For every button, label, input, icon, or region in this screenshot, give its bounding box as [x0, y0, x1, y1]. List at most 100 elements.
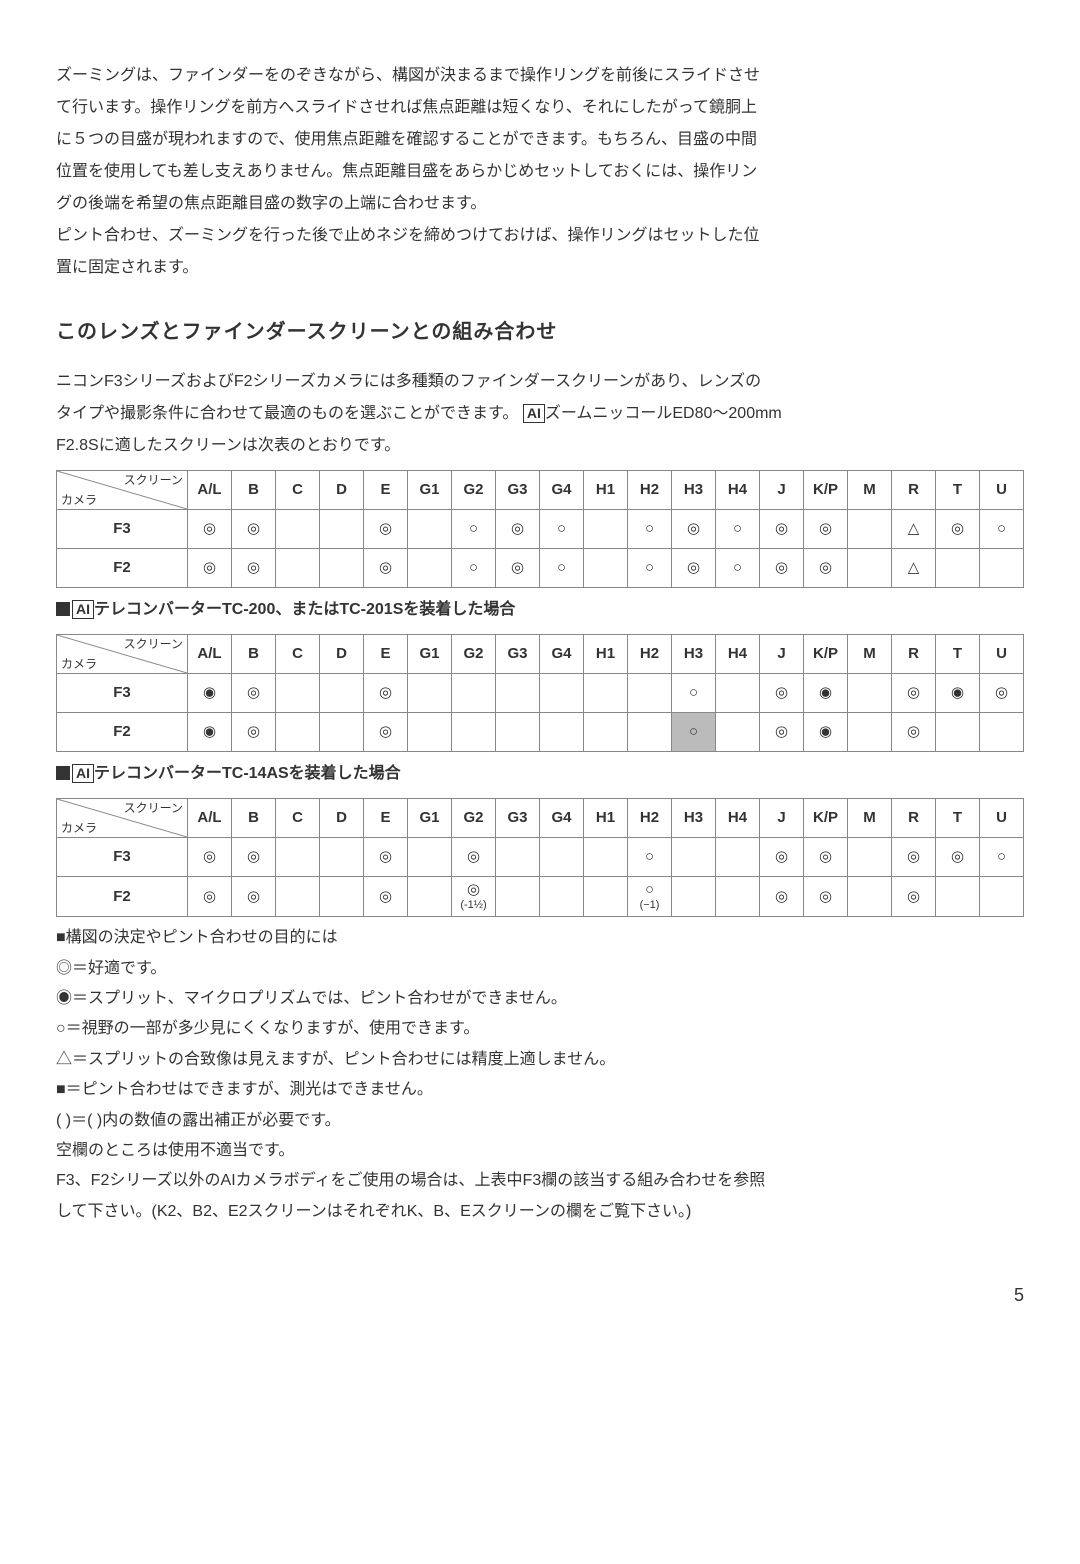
column-header: U: [980, 799, 1024, 838]
paragraph-zooming: ズーミングは、ファインダーをのぞきながら、構図が決まるまで操作リングを前後にスラ…: [56, 60, 1024, 284]
table-cell: [584, 877, 628, 917]
table-cell: [320, 510, 364, 549]
table-cell: [408, 510, 452, 549]
table-cell: ◎: [892, 877, 936, 917]
column-header: K/P: [804, 471, 848, 510]
table-cell: ◎: [760, 877, 804, 917]
table-cell: ◎(-1½): [452, 877, 496, 917]
legend-line: ◉＝スプリット、マイクロプリズムでは、ピント合わせができません。: [56, 984, 1024, 1014]
table-cell: [716, 674, 760, 713]
column-header: H1: [584, 471, 628, 510]
table-cell: △: [892, 549, 936, 588]
table-cell: [540, 713, 584, 752]
compatibility-table: カメラスクリーンA/LBCDEG1G2G3G4H1H2H3H4JK/PMRTUF…: [56, 634, 1024, 752]
row-header: F3: [57, 510, 188, 549]
row-header: F2: [57, 713, 188, 752]
column-header: M: [848, 635, 892, 674]
table-cell: [408, 674, 452, 713]
column-header: J: [760, 635, 804, 674]
table-cell: [496, 674, 540, 713]
column-header: K/P: [804, 799, 848, 838]
table-cell: ◎: [232, 713, 276, 752]
row-header: F3: [57, 674, 188, 713]
table-cell: [496, 838, 540, 877]
section-heading: このレンズとファインダースクリーンとの組み合わせ: [56, 312, 1024, 352]
column-header: H3: [672, 635, 716, 674]
table-cell: ◎: [672, 510, 716, 549]
table-cell: ○(−1): [628, 877, 672, 917]
table-cell: [320, 549, 364, 588]
table-cell: [320, 877, 364, 917]
column-header: H1: [584, 799, 628, 838]
table-cell: [276, 838, 320, 877]
table-cell: ◎: [232, 549, 276, 588]
table-cell: [408, 877, 452, 917]
legend-line: F3、F2シリーズ以外のAIカメラボディをご使用の場合は、上表中F3欄の該当する…: [56, 1166, 1024, 1196]
row-header: F2: [57, 877, 188, 917]
table-cell: [716, 838, 760, 877]
table-caption: AIテレコンバーターTC-200、またはTC-201Sを装着した場合: [56, 594, 1024, 626]
row-header: F3: [57, 838, 188, 877]
table-cell: ◎: [760, 510, 804, 549]
column-header: E: [364, 471, 408, 510]
legend-line: ○＝視野の一部が多少見にくくなりますが、使用できます。: [56, 1014, 1024, 1044]
table-cell: ◎: [672, 549, 716, 588]
table-cell: ◉: [804, 674, 848, 713]
column-header: D: [320, 799, 364, 838]
compatibility-table: カメラスクリーンA/LBCDEG1G2G3G4H1H2H3H4JK/PMRTUF…: [56, 798, 1024, 917]
table-cell: ◎: [892, 838, 936, 877]
table-cell: ◎: [760, 549, 804, 588]
legend-line: △＝スプリットの合致像は見えますが、ピント合わせには精度上適しません。: [56, 1045, 1024, 1075]
table-cell: ◎: [804, 838, 848, 877]
table-cell: [276, 674, 320, 713]
column-header: G1: [408, 635, 452, 674]
table-cell: ◎: [188, 838, 232, 877]
body-line: 置に固定されます。: [56, 252, 1024, 284]
column-header: R: [892, 799, 936, 838]
column-header: G1: [408, 471, 452, 510]
table-cell: △: [892, 510, 936, 549]
column-header: G2: [452, 635, 496, 674]
table-cell: [584, 713, 628, 752]
column-header: D: [320, 471, 364, 510]
column-header: G3: [496, 471, 540, 510]
table-cell: ○: [540, 549, 584, 588]
column-header: E: [364, 635, 408, 674]
column-header: B: [232, 471, 276, 510]
column-header: G2: [452, 799, 496, 838]
table-cell: [980, 713, 1024, 752]
table-cell: ◉: [936, 674, 980, 713]
table-cell: ◎: [232, 838, 276, 877]
legend-head: ■構図の決定やピント合わせの目的には: [56, 923, 1024, 953]
table-cell: [540, 674, 584, 713]
column-header: R: [892, 471, 936, 510]
column-header: H2: [628, 471, 672, 510]
body-line: ピント合わせ、ズーミングを行った後で止めネジを締めつけておけば、操作リングはセッ…: [56, 220, 1024, 252]
column-header: C: [276, 471, 320, 510]
legend-line: ■＝ピント合わせはできますが、測光はできません。: [56, 1075, 1024, 1105]
table-caption: AIテレコンバーターTC-14ASを装着した場合: [56, 758, 1024, 790]
table-cell: ○: [452, 510, 496, 549]
table-cell: ◎: [760, 838, 804, 877]
table-cell: [584, 549, 628, 588]
row-header: F2: [57, 549, 188, 588]
table-cell: ◎: [496, 549, 540, 588]
column-header: H4: [716, 635, 760, 674]
table-cell: [496, 713, 540, 752]
column-header: R: [892, 635, 936, 674]
legend-line: して下さい。(K2、B2、E2スクリーンはそれぞれK、B、Eスクリーンの欄をご覧…: [56, 1197, 1024, 1227]
column-header: M: [848, 471, 892, 510]
table-cell: [672, 838, 716, 877]
legend-line: ◎＝好適です。: [56, 954, 1024, 984]
table-cell: ◎: [892, 713, 936, 752]
table-cell: ◎: [760, 674, 804, 713]
table-cell: [848, 838, 892, 877]
table-cell: ◉: [804, 713, 848, 752]
table-cell: ○: [672, 713, 716, 752]
table-cell: ○: [452, 549, 496, 588]
table-cell: [716, 713, 760, 752]
table-cell: ○: [672, 674, 716, 713]
table-cell: ◎: [232, 510, 276, 549]
column-header: U: [980, 635, 1024, 674]
column-header: A/L: [188, 471, 232, 510]
